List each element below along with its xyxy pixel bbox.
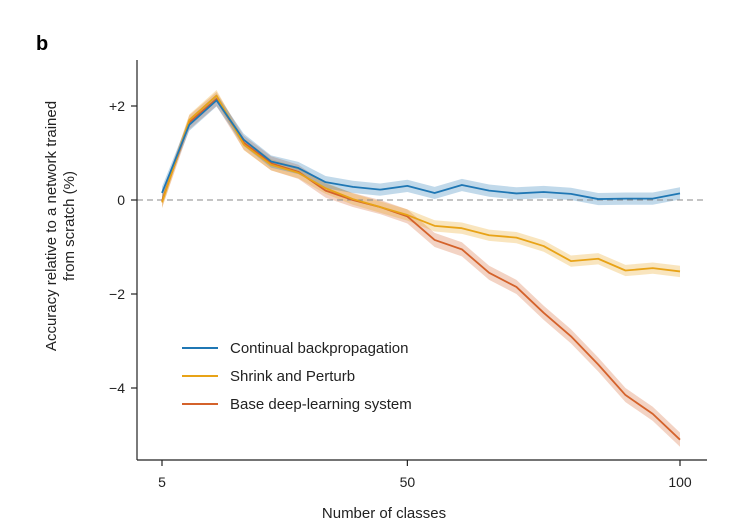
axes: +2 0 −2 −4 5 50 100	[109, 60, 707, 490]
error-bands	[162, 90, 680, 447]
y-tick-label: −4	[109, 380, 125, 396]
continual-backpropagation-line	[161, 99, 681, 200]
x-ticks: 5 50 100	[158, 460, 692, 490]
base-deep-learning-system-line	[161, 98, 681, 441]
panel-label: b	[36, 33, 48, 55]
y-tick-label: +2	[109, 98, 125, 114]
legend: Continual backpropagation Shrink and Pert…	[182, 340, 412, 413]
legend-label-continual-backpropagation: Continual backpropagation	[230, 340, 408, 357]
series-lines	[161, 94, 681, 441]
legend-label-shrink-and-perturb: Shrink and Perturb	[230, 368, 355, 385]
legend-label-base-deep-learning-system: Base deep-learning system	[230, 396, 412, 413]
plot-area	[137, 90, 707, 447]
y-axis-label-line-1: Accuracy relative to a network trained	[43, 101, 60, 351]
y-tick-label: −2	[109, 286, 125, 302]
shrink-and-perturb-line	[161, 94, 681, 273]
y-tick-label: 0	[117, 192, 125, 208]
continual-backpropagation-band	[162, 94, 680, 206]
y-ticks: +2 0 −2 −4	[109, 98, 137, 396]
x-tick-label: 100	[668, 474, 692, 490]
x-tick-label: 5	[158, 474, 166, 490]
x-axis-label: Number of classes	[322, 505, 446, 522]
y-axis-label: Accuracy relative to a network trained f…	[43, 101, 78, 351]
x-tick-label: 50	[400, 474, 416, 490]
y-axis-label-line-2: from scratch (%)	[61, 171, 78, 281]
base-deep-learning-system-band	[162, 91, 680, 447]
